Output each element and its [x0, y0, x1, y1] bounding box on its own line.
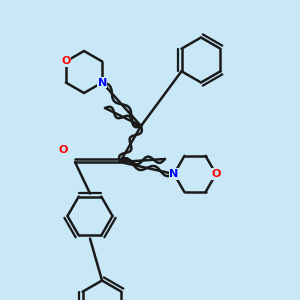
Text: N: N	[98, 77, 107, 88]
Text: O: O	[61, 56, 70, 67]
Text: O: O	[58, 145, 68, 155]
Text: O: O	[211, 169, 221, 179]
Text: N: N	[169, 169, 178, 179]
